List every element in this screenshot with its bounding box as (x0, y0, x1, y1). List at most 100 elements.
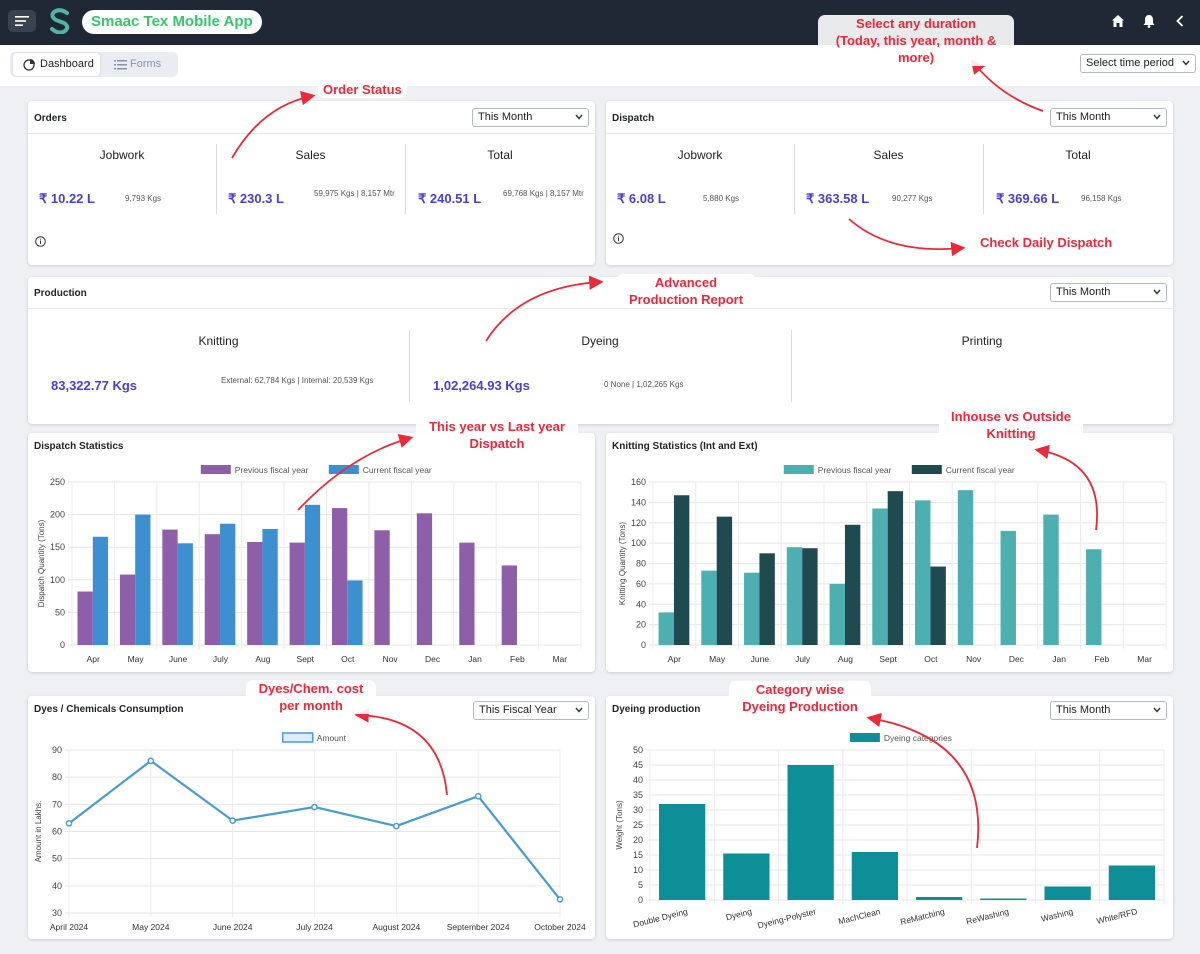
x-tick-label: Sept (297, 654, 315, 664)
legend-label: Dyeing categories (884, 733, 952, 743)
x-tick-label: Dec (1009, 654, 1025, 664)
bar (829, 583, 845, 645)
tab-forms[interactable]: Forms (114, 53, 161, 76)
dispatch-total-detail: 96,158 Kgs (1081, 194, 1122, 203)
production-dyeing-amount: 1,02,264.93 Kgs (433, 378, 530, 393)
y-tick-label: 200 (50, 510, 65, 520)
annotation-line: Dispatch (469, 436, 525, 451)
y-axis-label: Dispatch Quantity (Tons) (37, 519, 46, 607)
x-tick-label: Aug (255, 654, 270, 664)
dispatch-filter-value: This Month (1056, 111, 1111, 123)
annotation-line: Select any duration (856, 16, 976, 31)
production-knitting-amount: 83,322.77 Kgs (51, 378, 138, 393)
y-tick-label: 30 (633, 805, 643, 815)
dispatch-jobwork-detail: 5,880 Kgs (703, 194, 740, 203)
y-tick-label: 40 (636, 599, 646, 609)
data-point (65, 820, 73, 827)
divider (409, 330, 410, 402)
annotation-line: more) (897, 50, 935, 65)
bar (658, 612, 674, 645)
divider (983, 144, 984, 214)
bar (459, 542, 475, 645)
y-tick-label: 80 (52, 772, 62, 782)
dyes-filter-select[interactable]: This Fiscal Year (473, 701, 589, 720)
bar (1000, 530, 1016, 645)
y-tick-label: 150 (50, 542, 65, 552)
menu-button[interactable] (8, 10, 36, 32)
bar (851, 852, 899, 900)
annotation-order-status: Order Status (318, 81, 407, 98)
y-axis-label: Knitting Quantity (Tons) (618, 522, 627, 605)
annotation-line: This year vs Last year (429, 419, 565, 434)
dispatch-filter-select[interactable]: This Month (1050, 108, 1167, 127)
y-tick-label: 30 (52, 908, 62, 918)
knitting-stats-chart: 0 20 40 60 80 100 120 140 160 Knitting Quantity (… (618, 465, 1167, 664)
dyeing-prod-chart: 0 5 10 15 20 25 30 35 40 45 50 Weight (Tons) Dyeing … (615, 733, 1165, 930)
tab-dashboard[interactable]: Dashboard (13, 53, 100, 76)
orders-jobwork-amount: ₹ 10.22 L (39, 191, 95, 206)
legend-swatch (328, 465, 359, 474)
dyeing-prod-filter-select[interactable]: This Month (1050, 701, 1167, 720)
info-icon[interactable] (613, 233, 624, 244)
orders-filter-select[interactable]: This Month (472, 108, 589, 127)
tab-dashboard-label: Dashboard (40, 58, 94, 70)
x-tick-label: Oct (341, 654, 355, 664)
x-tick-label: Mar (552, 654, 567, 664)
x-tick-label: ReWashing (965, 906, 1010, 926)
data-point (474, 792, 482, 800)
data-point (392, 822, 400, 830)
x-tick-label: Jan (468, 654, 482, 664)
app-title: Smaac Tex Mobile App (82, 10, 262, 34)
bar (658, 804, 706, 900)
data-point (556, 896, 564, 903)
annotation-line: Advanced (654, 275, 718, 290)
data-point (147, 757, 155, 765)
annotation-line: per month (279, 698, 343, 713)
bar (930, 566, 946, 645)
bar (1044, 886, 1091, 900)
orders-sales-label: Sales (295, 148, 326, 162)
x-tick-label: Feb (1095, 654, 1110, 664)
legend-swatch (281, 732, 314, 743)
bar (332, 508, 348, 645)
bell-icon[interactable] (1141, 13, 1157, 29)
x-tick-label: May 2024 (132, 922, 170, 932)
home-icon[interactable] (1110, 13, 1126, 29)
y-tick-label: 50 (55, 607, 65, 617)
bar (119, 574, 136, 645)
bar (135, 514, 151, 645)
dispatch-sales-detail: 90,277 Kgs (892, 194, 933, 203)
dyes-card: Dyes / Chemicals Consumption This Fiscal… (28, 696, 595, 939)
chevron-down-icon (575, 114, 583, 120)
app-logo-icon (50, 8, 70, 34)
bar (887, 491, 904, 645)
bar (701, 570, 717, 645)
legend-label: Previous fiscal year (818, 465, 892, 475)
legend-swatch (200, 465, 231, 474)
time-period-select[interactable]: Select time period (1080, 54, 1196, 73)
dispatch-total-amount: ₹ 369.66 L (996, 191, 1060, 206)
orders-total-detail: 69,768 Kgs | 8,157 Mtr (503, 189, 584, 198)
production-filter-value: This Month (1056, 286, 1111, 298)
y-tick-label: 140 (631, 497, 646, 507)
tab-forms-label: Forms (130, 58, 162, 70)
back-chevron-icon[interactable] (1172, 13, 1188, 29)
bar (92, 536, 109, 645)
y-tick-label: 20 (633, 835, 643, 845)
dyeing-prod-card: Dyeing production This Month 0 5 10 15 20 25 3… (606, 696, 1173, 939)
bar (915, 897, 963, 900)
bar (1043, 514, 1059, 645)
legend-label: Previous fiscal year (235, 465, 309, 475)
list-icon (114, 60, 127, 70)
bar (957, 490, 974, 645)
knitting-stats-title: Knitting Statistics (Int and Ext) (612, 441, 758, 452)
chevron-down-icon (1182, 60, 1190, 66)
x-tick-label: Feb (510, 654, 525, 664)
info-icon[interactable] (35, 236, 46, 247)
dispatch-sales-label: Sales (873, 148, 904, 162)
bar (1108, 865, 1156, 900)
x-tick-label: Nov (383, 654, 399, 664)
x-tick-label: Mar (1137, 654, 1152, 664)
divider (216, 144, 217, 214)
production-filter-select[interactable]: This Month (1050, 283, 1167, 302)
